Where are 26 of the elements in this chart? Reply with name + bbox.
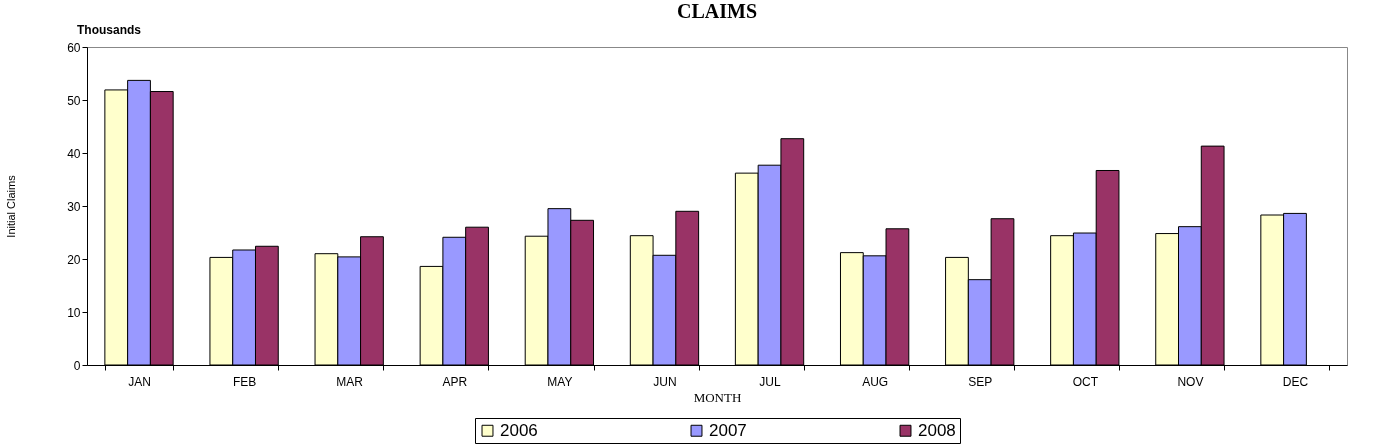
y-tick-label: 50: [67, 93, 81, 108]
text: Thousands: [77, 23, 142, 37]
legend-label: 2006: [500, 420, 538, 440]
y-tick-label: 0: [73, 358, 81, 373]
y-tick-label: 30: [67, 199, 81, 214]
y-tick-label: 60: [67, 40, 81, 55]
y-axis-title: Initial Claims: [5, 174, 18, 238]
y-tick-label: 20: [67, 252, 81, 267]
x-tick-label: JAN: [128, 374, 151, 389]
legend-label: 2008: [918, 420, 956, 440]
x-tick-label: OCT: [1072, 374, 1099, 389]
x-tick-label: JUN: [653, 374, 677, 389]
x-tick-label: JUL: [759, 374, 782, 389]
x-tick-label: APR: [442, 374, 468, 389]
y-tick-label: 40: [67, 146, 81, 161]
x-tick-label: MAR: [336, 374, 364, 389]
x-axis-title: MONTH: [693, 389, 742, 405]
y-tick-label: 10: [67, 305, 81, 320]
x-tick-label: SEP: [968, 374, 993, 389]
x-tick-label: AUG: [862, 374, 889, 389]
x-tick-label: FEB: [232, 374, 257, 389]
chart-title: CLAIMS: [676, 0, 758, 22]
x-tick-label: DEC: [1282, 374, 1309, 389]
x-tick-label: MAY: [547, 374, 573, 389]
legend-label: 2007: [709, 420, 747, 440]
x-tick-label: NOV: [1177, 374, 1204, 389]
